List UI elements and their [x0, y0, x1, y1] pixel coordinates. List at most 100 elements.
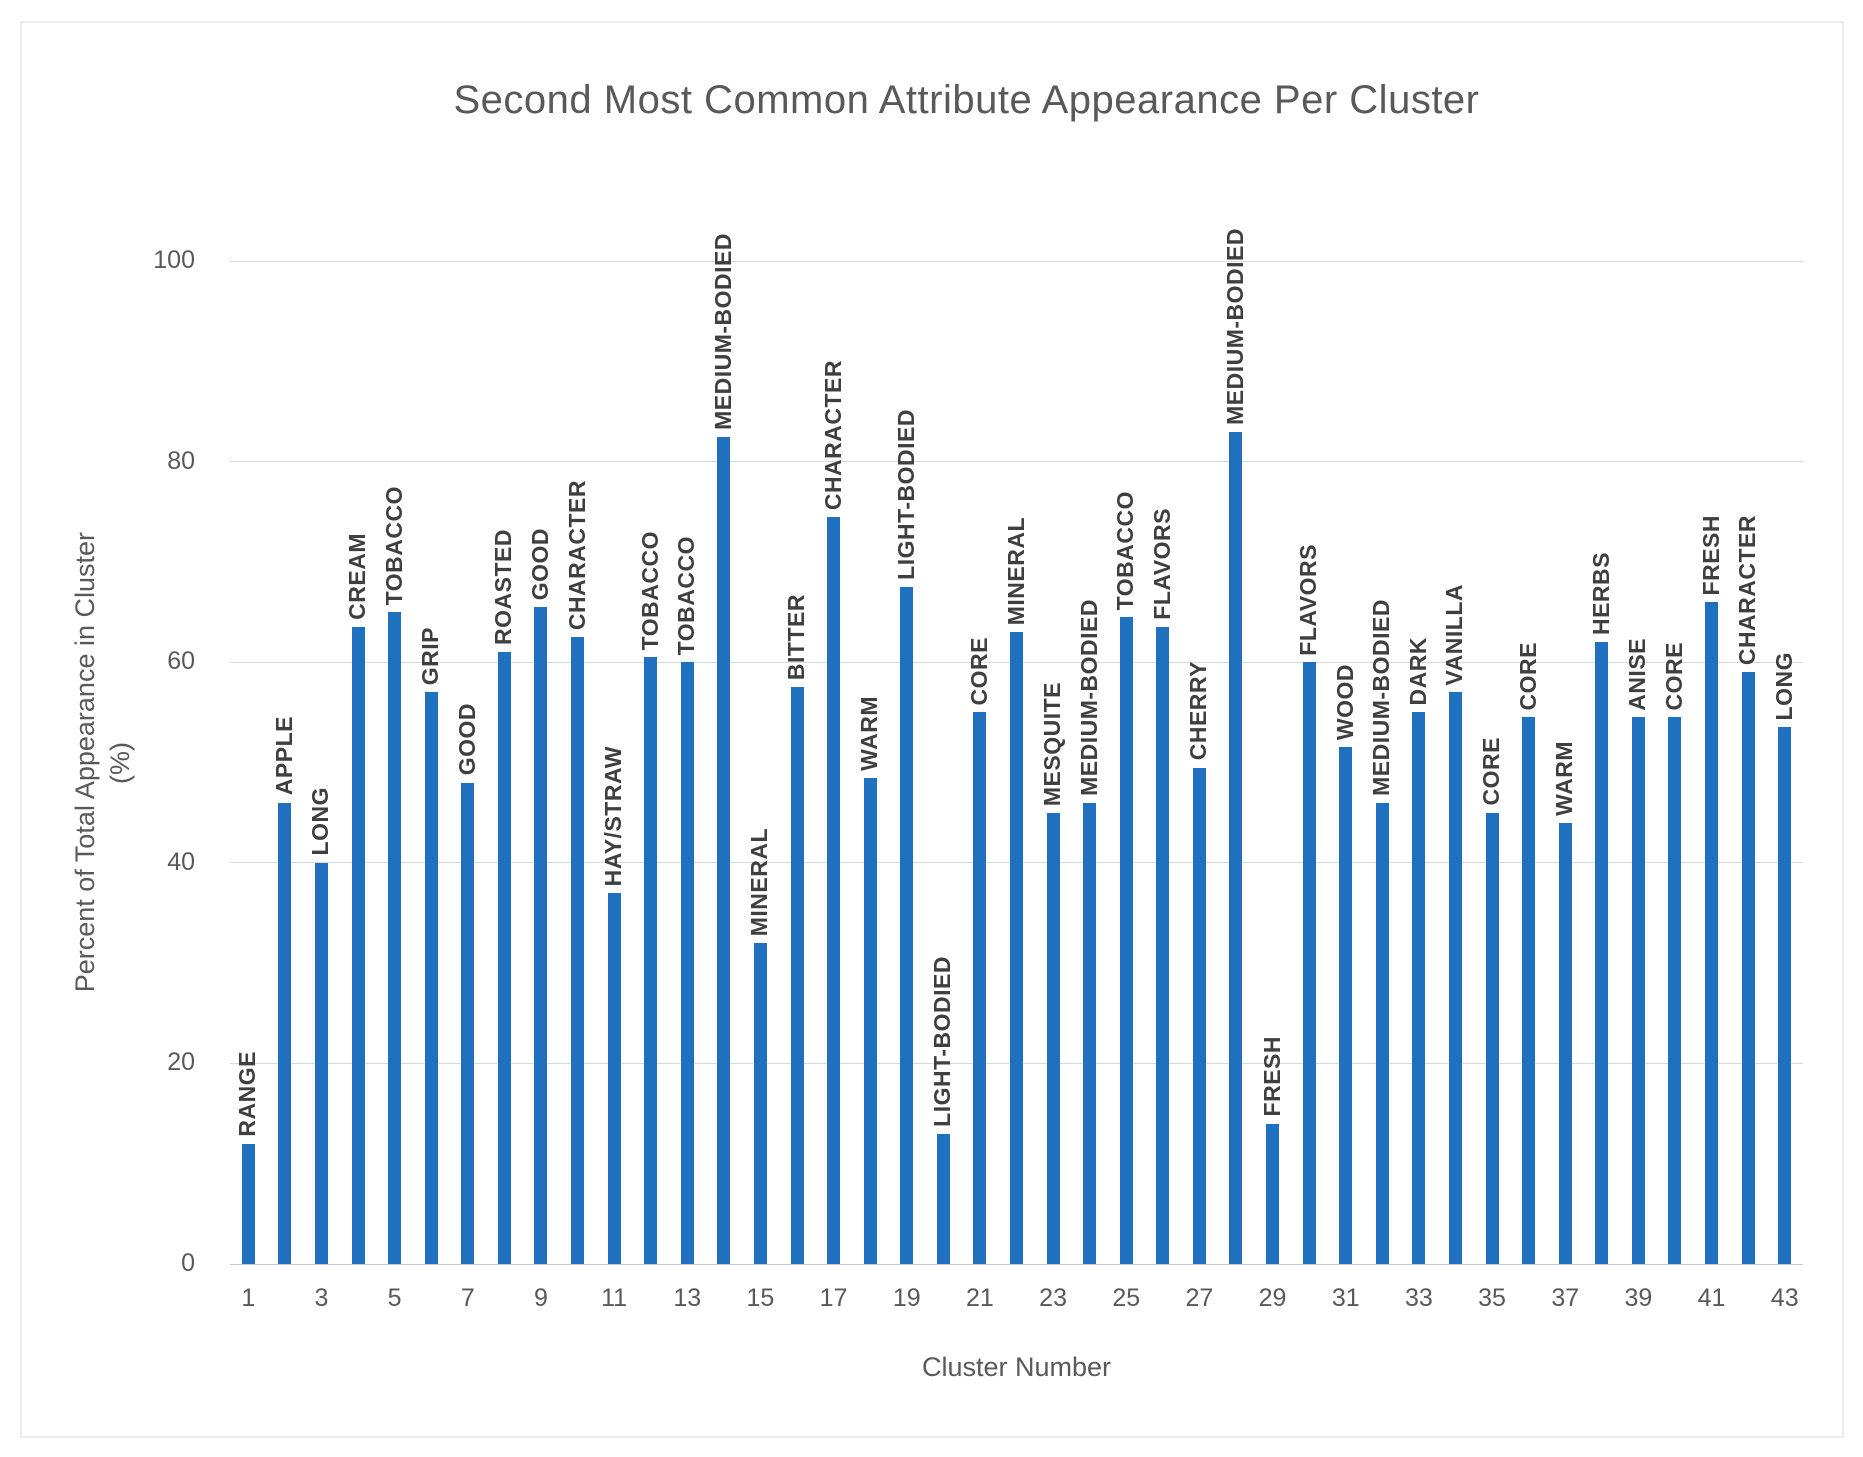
bar: [827, 516, 841, 1264]
bar-label: ROASTED: [490, 529, 517, 646]
bar: [863, 777, 877, 1264]
bar: [607, 892, 621, 1264]
x-axis-title: Cluster Number: [921, 1352, 1112, 1382]
x-tick-label: 9: [533, 1284, 548, 1312]
bar-label: CHERRY: [1185, 661, 1212, 761]
bar-label: TOBACCO: [636, 530, 663, 651]
bar-label: RANGE: [234, 1051, 261, 1137]
bar-label: FLAVORS: [1148, 508, 1175, 621]
y-tick-label: 60: [167, 647, 195, 676]
x-tick-label: 11: [601, 1284, 628, 1312]
x-tick-label: 29: [1258, 1284, 1287, 1312]
bar-label: LONG: [1770, 651, 1797, 721]
chart-title: Second Most Common Attribute Appearance …: [453, 78, 1480, 122]
bar: [1046, 812, 1060, 1264]
gridline: [230, 461, 1803, 463]
bar-label: WARM: [856, 695, 883, 771]
bar-label: APPLE: [270, 716, 297, 796]
bar: [1119, 617, 1133, 1264]
bar-label: WARM: [1551, 740, 1578, 816]
bar: [790, 687, 804, 1264]
x-tick-label: 23: [1039, 1284, 1067, 1312]
bar-label: MESQUITE: [1039, 681, 1066, 806]
x-tick-label: 7: [460, 1284, 475, 1312]
bar-label: CORE: [1660, 641, 1687, 711]
x-tick-label: 15: [746, 1284, 775, 1312]
bar: [1412, 712, 1426, 1264]
bar: [1375, 802, 1389, 1264]
bar: [1558, 822, 1572, 1264]
bar-label: TOBACCO: [380, 485, 407, 606]
bar-label: CORE: [1478, 737, 1505, 806]
bar: [461, 782, 475, 1264]
y-tick-label: 100: [153, 246, 195, 274]
bar: [1448, 692, 1462, 1264]
bar: [936, 1133, 950, 1264]
bar-label: CREAM: [344, 533, 371, 621]
bar-label: BITTER: [783, 594, 809, 681]
x-tick-label: 39: [1624, 1284, 1653, 1312]
bar-label: LONG: [307, 787, 334, 856]
y-tick-label: 0: [181, 1249, 195, 1277]
bar-label: VANILLA: [1441, 583, 1468, 686]
bar: [278, 802, 292, 1264]
bar: [1485, 812, 1499, 1264]
bar: [1778, 727, 1792, 1264]
bar: [1266, 1123, 1280, 1264]
bar: [753, 943, 767, 1264]
bar: [1302, 662, 1316, 1264]
x-tick-label: 1: [241, 1284, 256, 1312]
bar: [644, 657, 658, 1264]
bar: [1741, 672, 1755, 1264]
bar-label: FRESH: [1697, 514, 1724, 596]
bar: [1192, 767, 1206, 1264]
bar: [534, 607, 548, 1264]
gridline: [230, 1263, 1803, 1265]
bar-label: DARK: [1404, 636, 1431, 706]
bar: [424, 692, 438, 1264]
x-tick-label: 3: [314, 1284, 329, 1312]
bar: [1156, 627, 1170, 1264]
x-tick-label: 13: [673, 1284, 702, 1312]
bar-label: WOOD: [1331, 664, 1358, 741]
x-tick-label: 27: [1185, 1284, 1214, 1312]
bar-label: HERBS: [1587, 552, 1614, 636]
bar-label: FRESH: [1258, 1036, 1285, 1117]
bar-label: MEDIUM-BODIED: [1075, 598, 1102, 796]
bar-label: CORE: [965, 636, 992, 706]
bar-label: HAY/STRAW: [600, 745, 627, 886]
x-tick-label: 43: [1770, 1284, 1799, 1312]
x-tick-label: 31: [1331, 1284, 1360, 1312]
bar: [1339, 747, 1353, 1264]
bar: [571, 637, 585, 1264]
bar: [1668, 717, 1682, 1264]
bar: [1631, 717, 1645, 1264]
x-tick-label: 37: [1551, 1284, 1580, 1312]
bar-label: LIGHT-BODIED: [892, 409, 919, 580]
bar-label: MINERAL: [1002, 516, 1029, 626]
bar: [1010, 632, 1023, 1264]
bar-label: MINERAL: [746, 827, 773, 937]
bar: [1229, 431, 1243, 1264]
bar: [1595, 642, 1609, 1264]
bar: [680, 662, 694, 1264]
bar-label: CHARACTER: [1734, 515, 1761, 666]
y-tick-label: 20: [167, 1048, 195, 1077]
bar-label: LIGHT-BODIED: [929, 955, 956, 1127]
x-tick-label: 21: [966, 1284, 994, 1312]
bar-label: GOOD: [453, 703, 480, 776]
bar-label: CHARACTER: [563, 479, 590, 631]
bar: [351, 627, 365, 1264]
x-tick-label: 17: [819, 1284, 848, 1312]
bar-label: TOBACCO: [1112, 490, 1139, 611]
bar: [717, 436, 731, 1264]
bar: [314, 862, 328, 1264]
bar-label: MEDIUM-BODIED: [1221, 227, 1248, 425]
x-tick-label: 41: [1697, 1284, 1726, 1312]
bar: [241, 1143, 255, 1264]
bar-label: GRIP: [417, 627, 444, 686]
bar-label: CORE: [1514, 641, 1541, 711]
x-tick-label: 35: [1478, 1284, 1506, 1312]
